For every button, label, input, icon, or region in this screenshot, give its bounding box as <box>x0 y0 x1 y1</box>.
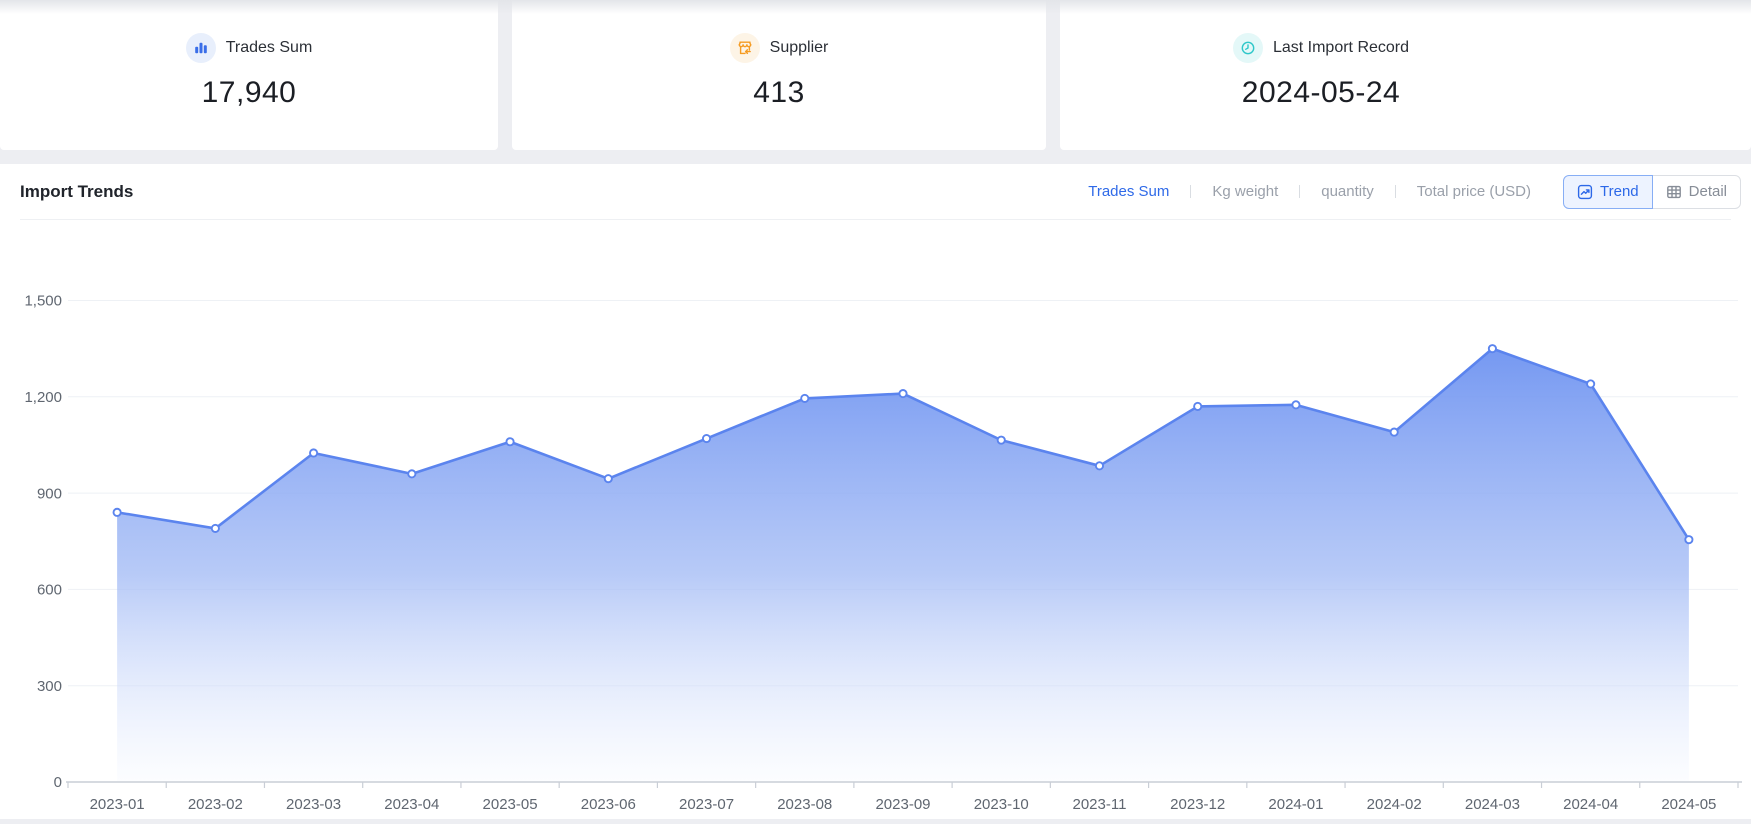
x-tick-label: 2023-09 <box>875 796 930 813</box>
panel-title: Import Trends <box>20 181 134 201</box>
panel-header: Import Trends Trades Sum Kg weight quant… <box>0 164 1751 219</box>
stat-card-last-import: Last Import Record 2024-05-24 <box>1060 0 1751 150</box>
import-trends-chart: 0 300 600 900 1,200 1,500 2023-01 2023-02 2023-0… <box>0 219 1751 819</box>
y-tick-label: 1,200 <box>24 389 62 406</box>
data-point-marker[interactable] <box>1487 344 1497 354</box>
tab-trades-sum[interactable]: Trades Sum <box>1088 183 1170 200</box>
x-tick-label: 2023-08 <box>777 796 832 813</box>
data-point-marker[interactable] <box>1684 535 1694 545</box>
data-point-marker[interactable] <box>1291 400 1301 410</box>
data-point-marker[interactable] <box>898 389 908 399</box>
x-tick-label: 2023-05 <box>483 796 538 813</box>
supplier-value: 413 <box>753 75 805 109</box>
trend-icon <box>1577 184 1593 200</box>
tab-kg-weight[interactable]: Kg weight <box>1212 183 1279 200</box>
trend-chart-canvas: 0 300 600 900 1,200 1,500 2023-01 2023-02 2023-0… <box>24 293 1742 813</box>
data-point-marker[interactable] <box>210 523 220 533</box>
table-icon <box>1666 184 1682 200</box>
card-label: Trades Sum <box>225 38 313 56</box>
x-tick-label: 2023-11 <box>1073 796 1127 813</box>
data-point-marker[interactable] <box>407 469 417 479</box>
x-tick-label: 2023-07 <box>679 796 734 813</box>
x-tick-label: 2023-12 <box>1170 796 1225 813</box>
card-label: Supplier <box>769 38 829 56</box>
area-fill <box>117 348 1689 782</box>
y-tick-label: 600 <box>37 582 62 599</box>
view-toggle-group: Trend Detail <box>1563 174 1741 209</box>
stat-cards-row: Trades Sum 17,940 Supplier <box>0 0 1751 150</box>
import-trends-panel: Import Trends Trades Sum Kg weight quant… <box>0 164 1751 819</box>
x-tick-label: 2023-01 <box>90 796 145 813</box>
data-point-marker[interactable] <box>1586 379 1596 389</box>
tab-separator <box>1190 185 1192 198</box>
header-divider <box>20 219 1731 220</box>
metric-tabs: Trades Sum Kg weight quantity Total pric… <box>1088 183 1531 200</box>
stat-card-trades-sum: Trades Sum 17,940 <box>0 0 498 150</box>
x-tick-label: 2023-02 <box>188 796 243 813</box>
bar-chart-icon <box>185 32 216 63</box>
x-tick-label: 2024-05 <box>1661 796 1716 813</box>
trend-view-button[interactable]: Trend <box>1563 174 1653 209</box>
data-point-marker[interactable] <box>1389 427 1399 437</box>
x-tick-label: 2024-02 <box>1367 796 1422 813</box>
y-tick-label: 300 <box>37 678 62 695</box>
detail-button-label: Detail <box>1688 183 1727 200</box>
trend-button-label: Trend <box>1600 183 1639 200</box>
tab-total-price[interactable]: Total price (USD) <box>1416 183 1531 200</box>
data-point-marker[interactable] <box>309 448 319 458</box>
x-tick-label: 2024-04 <box>1563 796 1618 813</box>
data-point-marker[interactable] <box>996 435 1006 445</box>
y-tick-label: 0 <box>54 774 62 791</box>
data-point-marker[interactable] <box>1193 401 1203 411</box>
data-point-marker[interactable] <box>112 507 122 517</box>
data-point-marker[interactable] <box>505 437 515 447</box>
clock-icon <box>1232 32 1263 63</box>
card-label: Last Import Record <box>1272 38 1410 56</box>
data-point-marker[interactable] <box>701 433 712 444</box>
x-tick-label: 2023-04 <box>384 796 439 813</box>
detail-view-button[interactable]: Detail <box>1651 174 1741 209</box>
y-tick-label: 900 <box>37 485 62 502</box>
y-tick-label: 1,500 <box>24 293 62 310</box>
tab-separator <box>1394 185 1396 198</box>
data-point-marker[interactable] <box>603 474 613 484</box>
store-icon <box>729 32 760 63</box>
x-tick-label: 2024-01 <box>1268 796 1323 813</box>
x-tick-label: 2023-03 <box>286 796 341 813</box>
x-tick-label: 2023-06 <box>581 796 636 813</box>
x-tick-label: 2023-10 <box>974 796 1029 813</box>
x-tick-label: 2024-03 <box>1465 796 1520 813</box>
data-point-marker[interactable] <box>1094 461 1105 471</box>
tab-separator <box>1299 185 1301 198</box>
stat-card-supplier: Supplier 413 <box>512 0 1046 150</box>
trades-sum-value: 17,940 <box>201 75 297 109</box>
last-import-value: 2024-05-24 <box>1241 75 1401 109</box>
data-point-marker[interactable] <box>800 393 810 403</box>
tab-quantity[interactable]: quantity <box>1321 183 1374 200</box>
